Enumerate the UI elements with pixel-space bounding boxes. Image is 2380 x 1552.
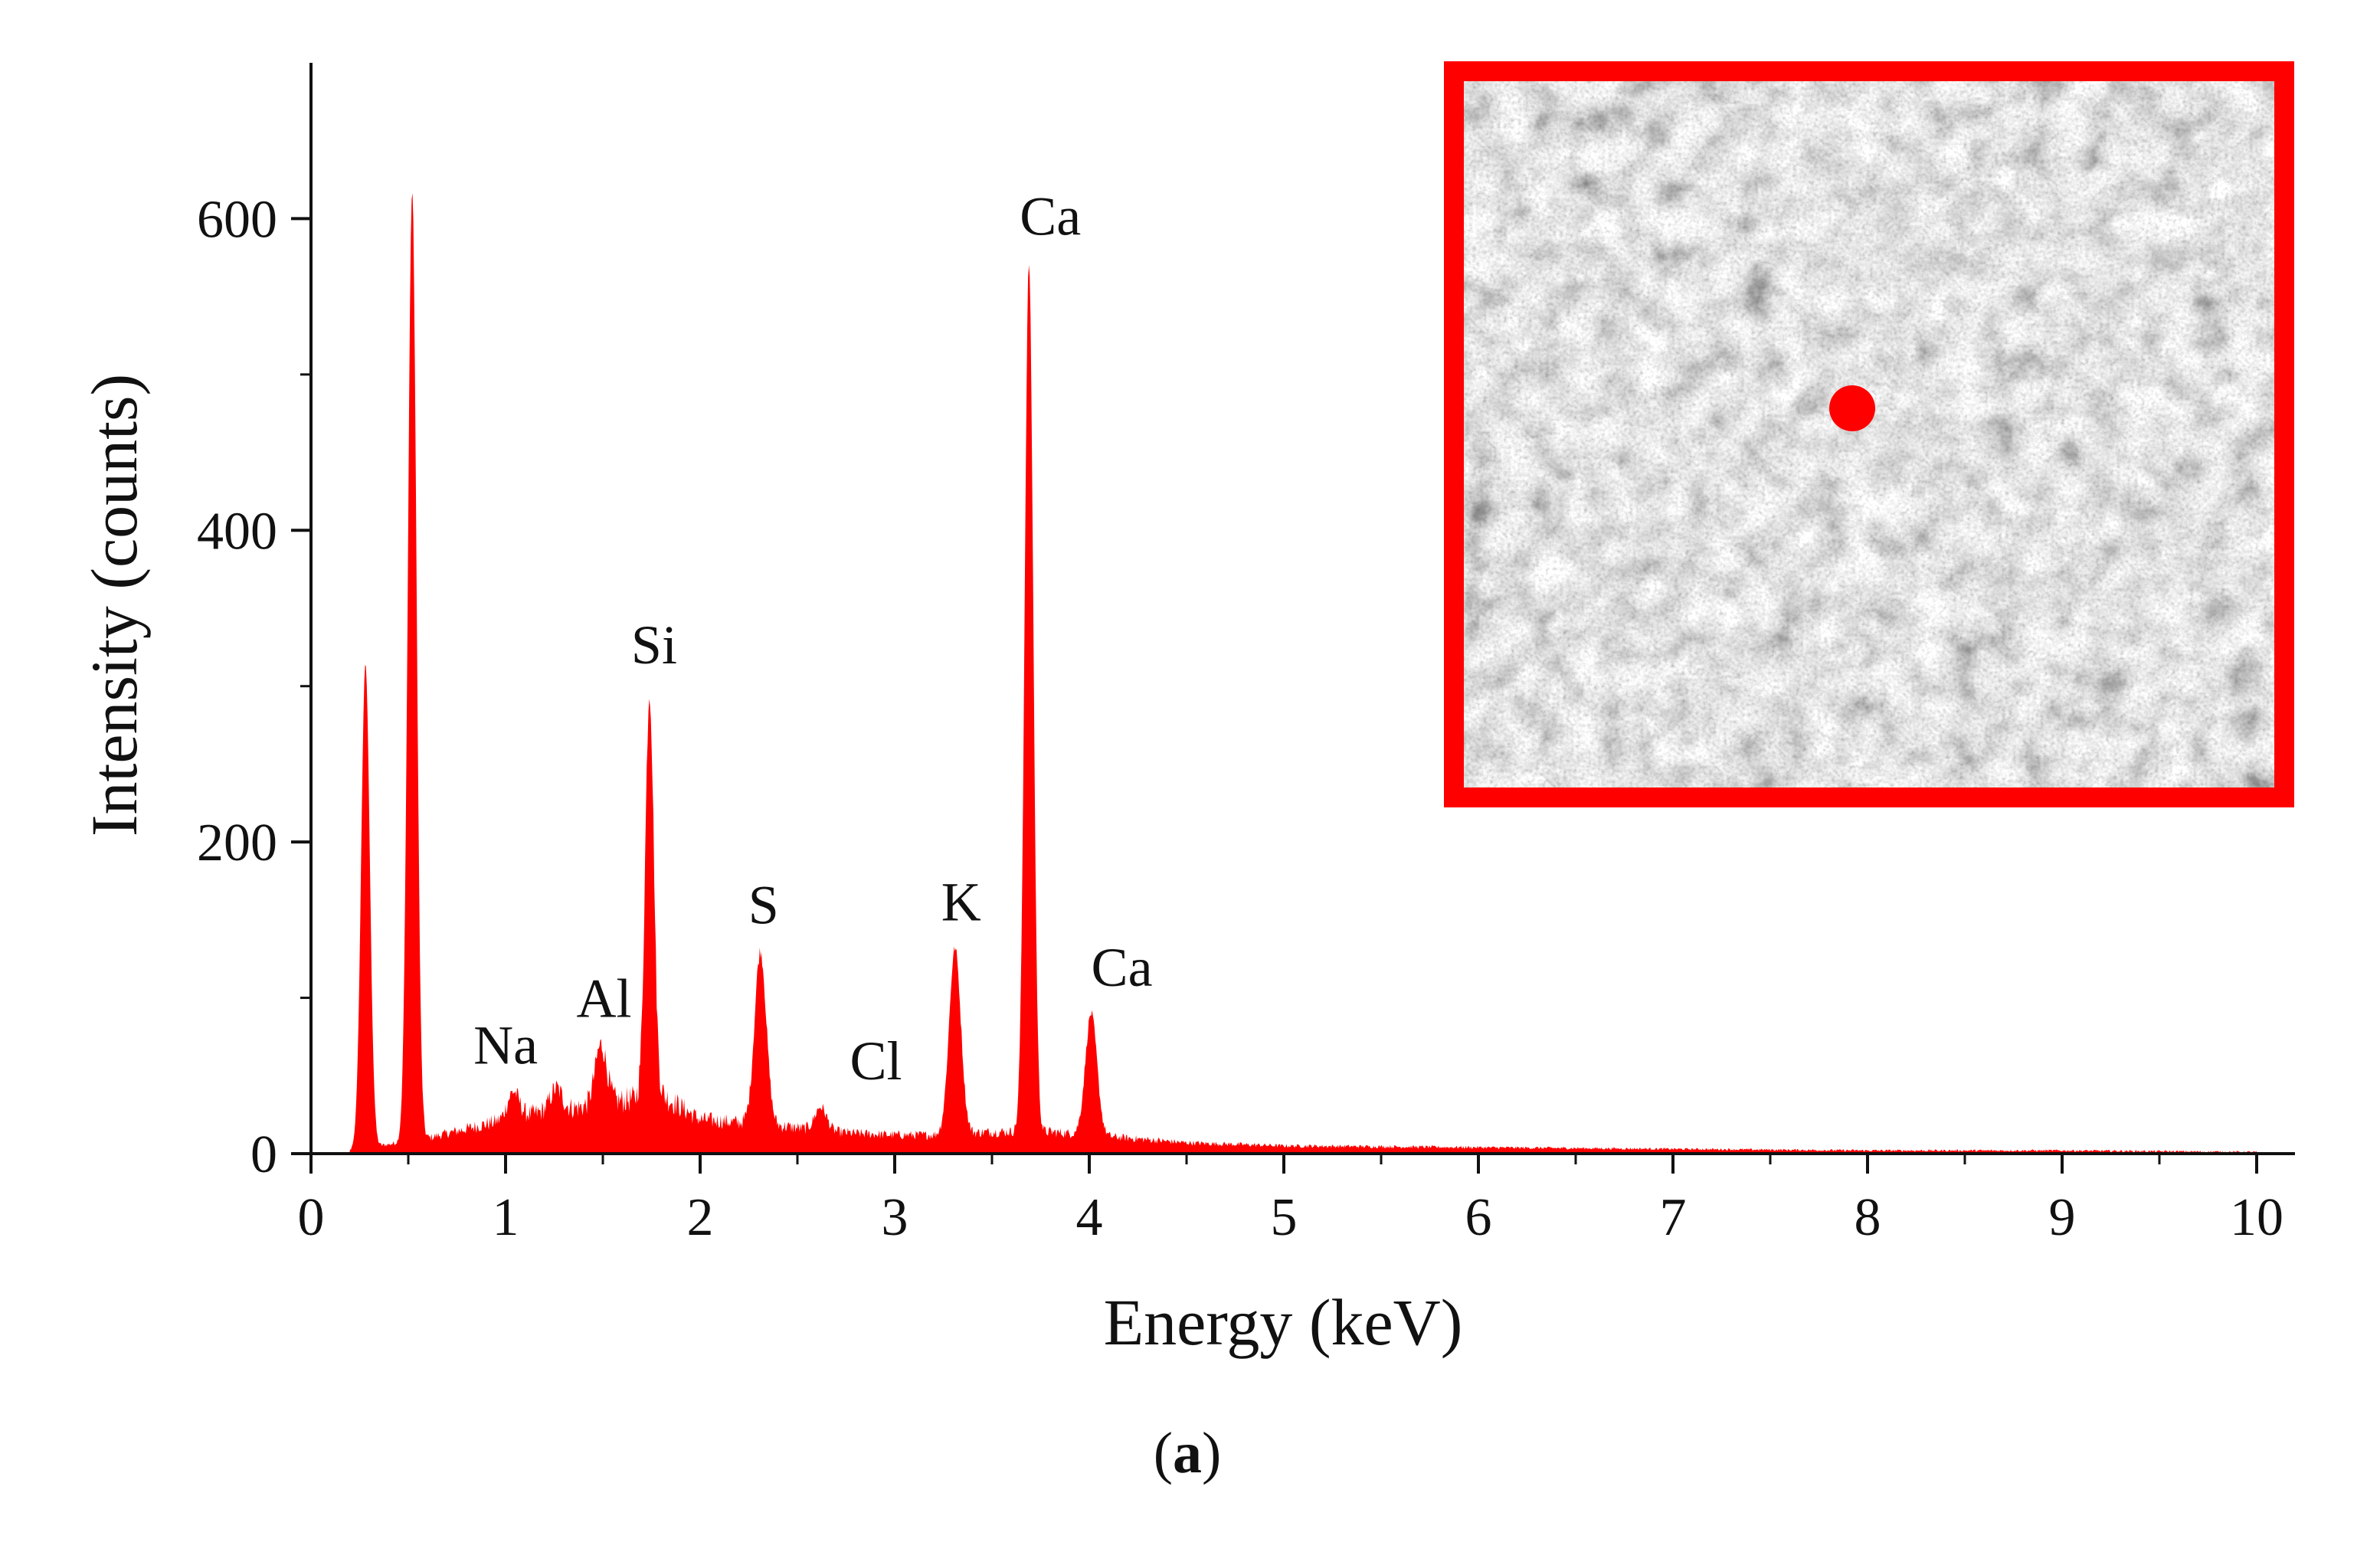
peak-label-ca: Ca [1092,937,1153,998]
x-tick-label: 1 [493,1188,519,1247]
x-axis-title: Energy (keV) [1104,1285,1463,1359]
x-tick-label: 3 [882,1188,908,1247]
peak-label-ca: Ca [1020,185,1081,247]
y-tick-label: 0 [250,1125,277,1184]
panel-label-letter: a [1173,1421,1202,1485]
sem-inset [1444,61,2294,807]
sem-inset-image [1460,78,2278,791]
analysis-point-marker [1829,385,1875,431]
x-tick-label: 8 [1855,1188,1881,1247]
peak-label-s: S [748,875,779,936]
x-tick-label: 5 [1271,1188,1298,1247]
peak-label-na: Na [473,1015,538,1076]
x-tick-label: 6 [1465,1188,1492,1247]
x-axis-ticks: 0 1 2 3 4 5 6 7 8 9 10 [298,1154,2283,1247]
y-tick-label: 600 [197,190,277,249]
x-tick-label: 4 [1076,1188,1103,1247]
x-tick-label: 10 [2230,1188,2283,1247]
peak-label-si: Si [631,614,677,676]
y-axis-title: Intensity (counts) [77,374,151,837]
peak-label-al: Al [576,968,631,1030]
peak-label-k: K [941,871,981,932]
x-tick-label: 9 [2049,1188,2076,1247]
x-tick-label: 7 [1660,1188,1687,1247]
panel-label-open: ( [1154,1421,1173,1485]
sem-inset-frame [1444,61,2294,807]
peak-labels: Na Al Si S Cl K Ca Ca [473,185,1152,1092]
x-tick-label: 0 [298,1188,325,1247]
peak-label-cl: Cl [850,1030,902,1092]
panel-label-close: ) [1202,1421,1221,1485]
x-tick-label: 2 [687,1188,714,1247]
panel-label: (a) [1154,1421,1222,1485]
y-tick-label: 200 [197,814,277,873]
y-axis-ticks: 0 200 400 600 [197,190,311,1184]
y-tick-label: 400 [197,502,277,561]
